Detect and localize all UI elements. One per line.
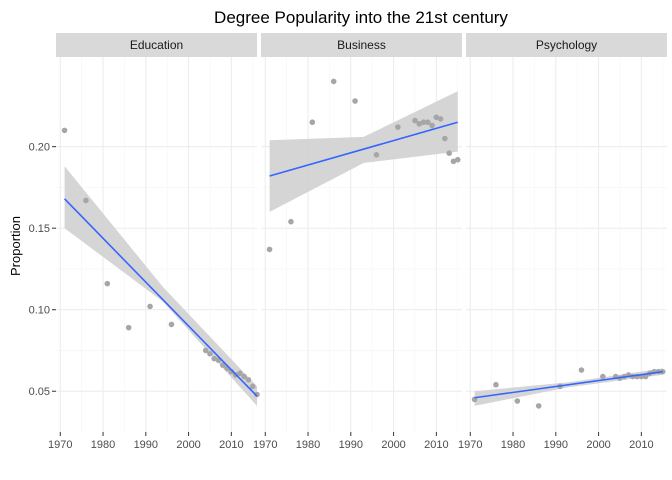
trend-line [63, 198, 258, 397]
data-point [514, 398, 521, 404]
panel-background [56, 57, 257, 432]
facet-strip [261, 33, 462, 57]
data-point [241, 373, 247, 380]
x-tick-label: 1980 [91, 439, 115, 451]
confidence-band [269, 91, 458, 212]
data-point [147, 303, 153, 310]
data-point [249, 383, 256, 390]
data-point [237, 370, 243, 377]
data-point [125, 324, 132, 331]
trend-line [474, 370, 663, 399]
data-point [442, 135, 448, 142]
data-point [454, 156, 461, 163]
y-tick-label: 0.15 [29, 223, 50, 235]
trend-line [269, 121, 458, 177]
data-point [330, 78, 337, 85]
facet-panel-education: Education 1970 1980 1990 2000 2010 [48, 33, 260, 451]
data-point [642, 373, 649, 380]
data-point [245, 377, 252, 383]
x-tick-label: 2010 [219, 439, 243, 451]
data-point [266, 246, 273, 253]
x-tick-label: 1990 [544, 439, 568, 451]
y-tick-label: 0.05 [29, 386, 50, 398]
facet-strip [466, 33, 667, 57]
facet-strip-label: Business [337, 38, 386, 52]
y-axis: 0.05 0.10 0.15 0.20 [29, 142, 56, 398]
x-tick-label: 1970 [48, 439, 72, 451]
facet-strip-label: Education [130, 38, 183, 52]
data-point [535, 403, 542, 409]
x-tick-label: 1970 [458, 439, 482, 451]
data-point [433, 114, 440, 121]
y-tick-label: 0.10 [29, 305, 50, 317]
data-point [219, 362, 226, 368]
x-tick-label: 2010 [424, 439, 448, 451]
data-point [254, 391, 260, 398]
facet-strip [56, 33, 257, 57]
data-point [437, 116, 444, 122]
x-tick-label: 1970 [253, 439, 277, 451]
facet-panel-business: Business 1970 1980 1990 2000 2010 [253, 33, 462, 451]
data-point [578, 367, 585, 373]
x-tick-label: 1980 [501, 439, 525, 451]
x-tick-label: 2010 [629, 439, 653, 451]
data-point [412, 117, 418, 124]
data-point [202, 347, 209, 354]
x-tick-label: 1990 [134, 439, 158, 451]
data-point [600, 373, 606, 380]
y-tick-label: 0.20 [29, 142, 50, 154]
facet-panel-psychology: Psychology 1970 1980 1990 2000 2010 [458, 33, 667, 451]
x-tick-label: 1990 [339, 439, 363, 451]
data-point [424, 119, 431, 126]
x-tick-label: 2000 [586, 439, 610, 451]
y-axis-title: Proportion [8, 216, 23, 276]
chart-title: Degree Popularity into the 21st century [214, 8, 508, 27]
data-point [168, 321, 175, 328]
data-point [420, 119, 427, 126]
facet-strip-label: Psychology [536, 38, 597, 52]
data-point [207, 350, 213, 357]
data-point [450, 158, 457, 165]
data-point [309, 119, 316, 126]
x-tick-label: 2000 [176, 439, 200, 451]
data-point [104, 280, 111, 287]
data-point [493, 381, 499, 388]
panel-background [466, 57, 667, 432]
x-tick-label: 1980 [296, 439, 320, 451]
data-point [395, 124, 401, 130]
data-point [211, 355, 218, 362]
data-point [288, 218, 294, 225]
x-tick-label: 2000 [381, 439, 405, 451]
data-point [429, 122, 435, 129]
data-point [416, 121, 423, 127]
data-point [446, 150, 452, 156]
data-point [61, 127, 68, 134]
data-point [373, 152, 380, 158]
data-point [352, 98, 358, 104]
facet-panels: Education 1970 1980 1990 2000 2010 Business 197… [48, 33, 667, 451]
data-point [83, 197, 89, 204]
